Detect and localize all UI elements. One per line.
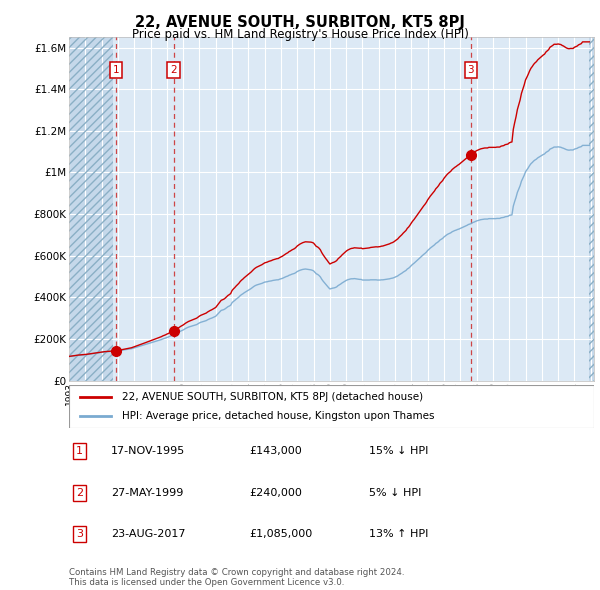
Text: HPI: Average price, detached house, Kingston upon Thames: HPI: Average price, detached house, King… <box>121 411 434 421</box>
Text: 3: 3 <box>467 65 474 75</box>
Text: £143,000: £143,000 <box>249 447 302 456</box>
Text: 13% ↑ HPI: 13% ↑ HPI <box>369 529 428 539</box>
Text: 5% ↓ HPI: 5% ↓ HPI <box>369 488 421 497</box>
Text: 1: 1 <box>76 447 83 456</box>
FancyBboxPatch shape <box>69 385 594 428</box>
Text: 1: 1 <box>113 65 119 75</box>
Text: £240,000: £240,000 <box>249 488 302 497</box>
Bar <box>589 37 594 381</box>
Text: 15% ↓ HPI: 15% ↓ HPI <box>369 447 428 456</box>
Bar <box>589 37 594 381</box>
Text: 22, AVENUE SOUTH, SURBITON, KT5 8PJ (detached house): 22, AVENUE SOUTH, SURBITON, KT5 8PJ (det… <box>121 392 422 402</box>
Bar <box>69 37 113 381</box>
Text: 17-NOV-1995: 17-NOV-1995 <box>111 447 185 456</box>
Text: 3: 3 <box>76 529 83 539</box>
Text: 2: 2 <box>76 488 83 497</box>
Text: 23-AUG-2017: 23-AUG-2017 <box>111 529 185 539</box>
Text: 22, AVENUE SOUTH, SURBITON, KT5 8PJ: 22, AVENUE SOUTH, SURBITON, KT5 8PJ <box>135 15 465 30</box>
Text: £1,085,000: £1,085,000 <box>249 529 312 539</box>
Text: 2: 2 <box>170 65 177 75</box>
Text: 27-MAY-1999: 27-MAY-1999 <box>111 488 184 497</box>
Bar <box>69 37 113 381</box>
Text: Contains HM Land Registry data © Crown copyright and database right 2024.
This d: Contains HM Land Registry data © Crown c… <box>69 568 404 587</box>
Text: Price paid vs. HM Land Registry's House Price Index (HPI): Price paid vs. HM Land Registry's House … <box>131 28 469 41</box>
